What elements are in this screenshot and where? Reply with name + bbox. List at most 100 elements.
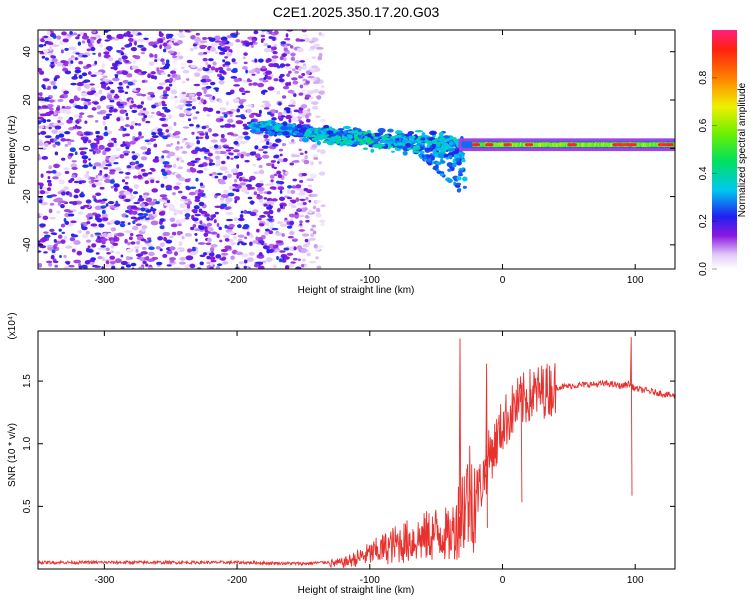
spectrogram-cell xyxy=(255,153,261,159)
spectrogram-cell xyxy=(241,92,246,95)
spectrogram-cell xyxy=(80,191,84,196)
spectrogram-cell xyxy=(277,186,285,191)
spectrogram-cell xyxy=(70,82,77,86)
spectrogram-cell xyxy=(167,50,175,54)
spectrogram-cell xyxy=(318,171,326,176)
spectrogram-cell xyxy=(448,141,454,146)
spectrogram-cell xyxy=(282,85,290,90)
spectrogram-cell xyxy=(285,33,289,38)
spectrogram-cell xyxy=(94,92,99,97)
spectrogram-cell xyxy=(298,110,303,114)
spectrogram-cell xyxy=(170,96,175,100)
spectrogram-cell xyxy=(233,78,240,83)
spectrogram-cell xyxy=(234,137,243,141)
spectrogram-cell xyxy=(116,50,121,53)
spectrogram-cell xyxy=(245,42,250,47)
spectrogram-cell xyxy=(159,194,168,198)
spectrogram-cell xyxy=(128,212,133,215)
spectrogram-cell xyxy=(48,126,52,130)
spectrogram-cell xyxy=(161,171,168,176)
spectrogram-cell xyxy=(245,191,250,195)
spectrogram-cell xyxy=(179,107,183,110)
spectrogram-cell xyxy=(48,208,53,214)
spectrogram-cell xyxy=(63,235,68,240)
spectrogram-cell xyxy=(270,120,276,125)
spectrogram-cell xyxy=(53,244,57,250)
spectrogram-cell xyxy=(145,197,153,203)
spectrogram-cell xyxy=(209,246,215,252)
spectrogram-cell xyxy=(263,47,272,53)
spectrogram-cell xyxy=(208,58,214,62)
spectrogram-cell xyxy=(49,46,53,51)
spectrogram-cell xyxy=(137,32,142,35)
spectrogram-cell xyxy=(41,48,49,54)
spectrogram-cell xyxy=(217,66,224,71)
spectrogram-cell xyxy=(430,155,435,161)
spectrogram-cell xyxy=(150,220,159,226)
spectrogram-cell xyxy=(88,158,91,161)
spectrogram-cell xyxy=(108,49,112,52)
spectrogram-cell xyxy=(215,110,221,114)
spectrogram-cell xyxy=(128,236,133,241)
spectrogram-cell xyxy=(261,260,267,264)
spectrogram-cell xyxy=(307,184,313,188)
spectrogram-cell xyxy=(57,116,64,120)
spectrogram-cell xyxy=(238,261,245,265)
spectrogram-cell xyxy=(107,142,115,148)
spectrogram-cell xyxy=(291,185,298,189)
spectrogram-cell xyxy=(51,44,60,47)
colorbar-tick-label: 0.2 xyxy=(698,214,709,228)
spectrogram-cell xyxy=(318,219,326,223)
spectrogram-cell xyxy=(196,124,200,128)
spectrogram-cell xyxy=(417,147,421,150)
colorbar-tick-label: 0.8 xyxy=(698,70,709,84)
spectrogram-cell xyxy=(166,155,171,159)
spectrogram-cell xyxy=(325,128,329,131)
spectrogram-cell xyxy=(52,232,58,236)
spectrogram-cell xyxy=(248,82,253,86)
spectrogram-cell xyxy=(83,32,88,37)
spectrogram-cell xyxy=(290,52,296,57)
spectrogram-cell xyxy=(131,210,138,215)
spectrogram-cell xyxy=(291,116,299,122)
spectrogram-cell xyxy=(128,42,133,47)
spectrogram-cell xyxy=(307,75,315,79)
spectrogram-cell xyxy=(208,252,215,257)
spectrogram-cell xyxy=(90,46,96,52)
spectrogram-cell xyxy=(337,127,345,131)
spectrogram-cell xyxy=(222,49,228,53)
spectrogram-cell xyxy=(225,201,230,205)
spectrogram-cell xyxy=(391,150,395,153)
spectrogram-cell xyxy=(285,115,292,120)
spectrogram-cell xyxy=(207,152,213,157)
spectrogram-cell xyxy=(291,90,295,95)
spectrogram-cell xyxy=(42,87,47,90)
spectrogram-cell xyxy=(218,51,226,55)
spectrogram-cell xyxy=(64,143,69,147)
spectrogram-cell xyxy=(246,104,254,108)
spectrogram-cell xyxy=(203,232,209,237)
spectrogram-cell xyxy=(291,205,297,209)
snr-x-ticks: -300 -200 -100 0 100 xyxy=(94,331,644,586)
spectrogram-cell xyxy=(66,261,70,265)
spectrogram-cell xyxy=(455,182,462,186)
spectrogram-cell xyxy=(144,256,150,261)
spectrogram-cell xyxy=(129,192,134,198)
spectrogram-cell xyxy=(205,50,211,54)
spectrogram-cell xyxy=(102,120,106,126)
spectrogram-cell xyxy=(323,133,327,137)
spectrogram-cell xyxy=(418,135,421,139)
spectrogram-cell xyxy=(438,131,444,137)
spectrogram-cell xyxy=(289,162,295,166)
spectrogram-cell xyxy=(342,139,348,144)
spectrogram-cell xyxy=(95,252,100,255)
spectrogram-cell xyxy=(220,125,225,128)
spectrogram-cell xyxy=(207,64,212,69)
spectrogram-cell xyxy=(306,189,313,194)
spectrogram-cell xyxy=(72,200,78,206)
spectrogram-cell xyxy=(77,86,82,92)
spectrogram-cell xyxy=(162,93,169,97)
spectrogram-cell xyxy=(121,70,129,75)
spectrogram-cell xyxy=(130,205,137,209)
